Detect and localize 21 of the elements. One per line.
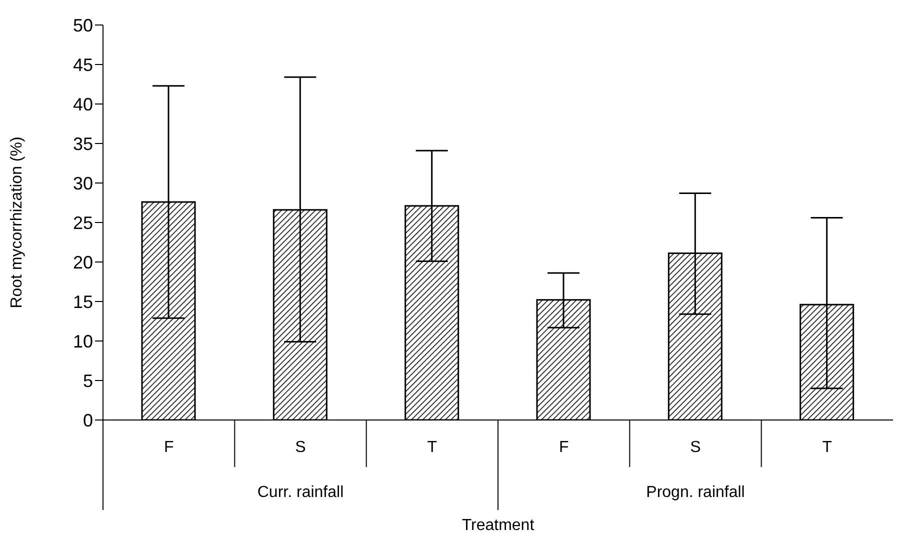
y-tick-label: 15 bbox=[72, 292, 93, 312]
text: Progn. rainfall bbox=[646, 484, 745, 501]
y-tick-label: 10 bbox=[72, 331, 93, 352]
y-tick-label: 0 bbox=[82, 410, 93, 430]
y-tick-label: 25 bbox=[72, 212, 93, 233]
x-axis-title: Treatment bbox=[462, 517, 535, 534]
y-axis-title: Root mycorrhization (%) bbox=[8, 136, 26, 308]
text: Curr. rainfall bbox=[257, 484, 344, 501]
x-tick-label: S bbox=[690, 439, 701, 456]
y-tick-label: 30 bbox=[72, 173, 93, 194]
y-tick-label: 40 bbox=[72, 94, 93, 114]
y-tick-label: 50 bbox=[72, 15, 93, 36]
y-tick-label: 35 bbox=[72, 134, 93, 154]
y-tick-label: 20 bbox=[72, 252, 93, 272]
y-tick-label: 5 bbox=[82, 370, 93, 391]
x-tick-label: T bbox=[427, 439, 438, 456]
x-tick-label: F bbox=[164, 439, 174, 456]
x-tick-label: T bbox=[822, 439, 832, 456]
x-tick-label: F bbox=[558, 439, 569, 456]
y-tick-label: 45 bbox=[72, 54, 93, 75]
x-tick-label: S bbox=[295, 439, 306, 456]
